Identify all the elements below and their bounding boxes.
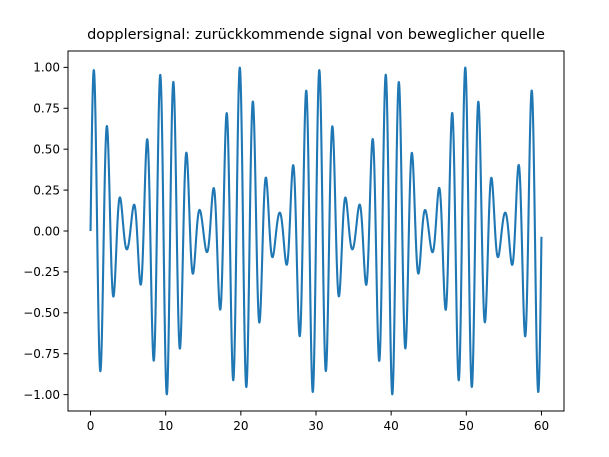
y-tick-label: −0.25 (23, 265, 60, 279)
plot-area: 0 10 20 30 40 50 60 1.00 0.75 0.50 0.25 0.00 −0.25 −0… (23, 50, 565, 433)
y-tick-label: 1.00 (33, 61, 60, 75)
y-tick-label: 0.00 (33, 224, 60, 238)
series-line-0 (89, 66, 543, 396)
chart-title: dopplersignal: zurückkommende signal von… (87, 27, 545, 43)
y-tick-label: 0.75 (33, 102, 60, 116)
y-tick-label: 0.25 (33, 183, 60, 197)
y-tick-label: 0.50 (33, 142, 60, 156)
y-tick-label: −0.75 (23, 347, 60, 361)
x-tick-label: 20 (233, 419, 248, 433)
x-tick-label: 60 (534, 419, 549, 433)
x-tick-label: 40 (384, 419, 399, 433)
y-tick-label: −1.00 (23, 388, 60, 402)
x-tick-label: 30 (308, 419, 323, 433)
x-tick-label: 10 (158, 419, 173, 433)
x-tick-label: 0 (87, 419, 95, 433)
x-tick-label: 50 (459, 419, 474, 433)
y-tick-label: −0.50 (23, 306, 60, 320)
